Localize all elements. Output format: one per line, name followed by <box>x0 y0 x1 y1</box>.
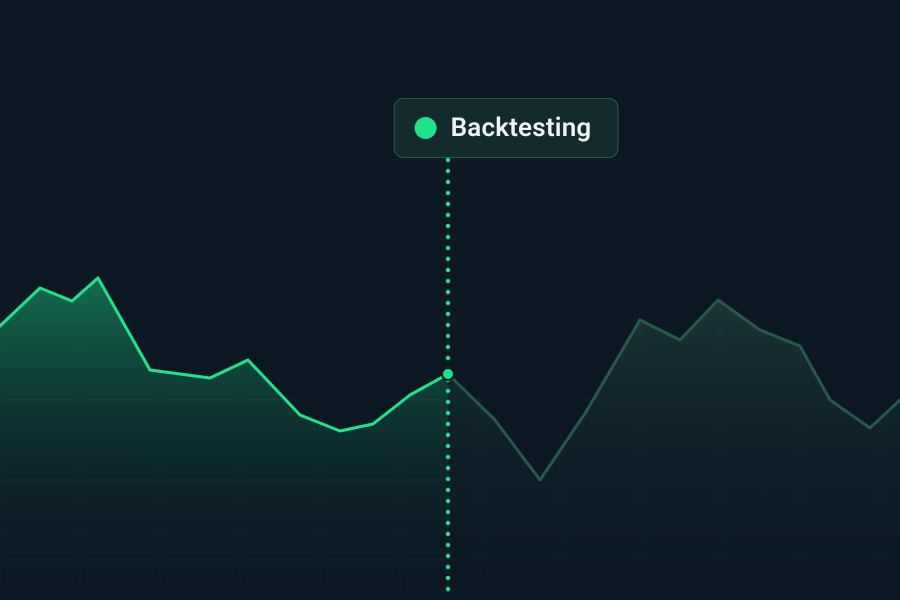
legend-dot-icon <box>415 117 437 139</box>
chart-stage: Backtesting <box>0 0 900 600</box>
legend-label: Backtesting <box>451 113 592 143</box>
split-marker-icon <box>442 368 454 380</box>
area-chart <box>0 0 900 600</box>
legend-badge: Backtesting <box>394 98 619 158</box>
